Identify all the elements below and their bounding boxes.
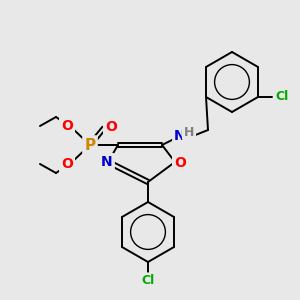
Text: P: P — [84, 137, 96, 152]
Text: H: H — [184, 125, 194, 139]
Text: N: N — [101, 155, 113, 169]
Text: O: O — [61, 157, 73, 171]
Text: O: O — [174, 156, 186, 170]
Text: Cl: Cl — [141, 274, 154, 287]
Text: O: O — [105, 120, 117, 134]
Text: O: O — [61, 119, 73, 133]
Text: N: N — [174, 129, 186, 143]
Text: Cl: Cl — [275, 91, 289, 103]
